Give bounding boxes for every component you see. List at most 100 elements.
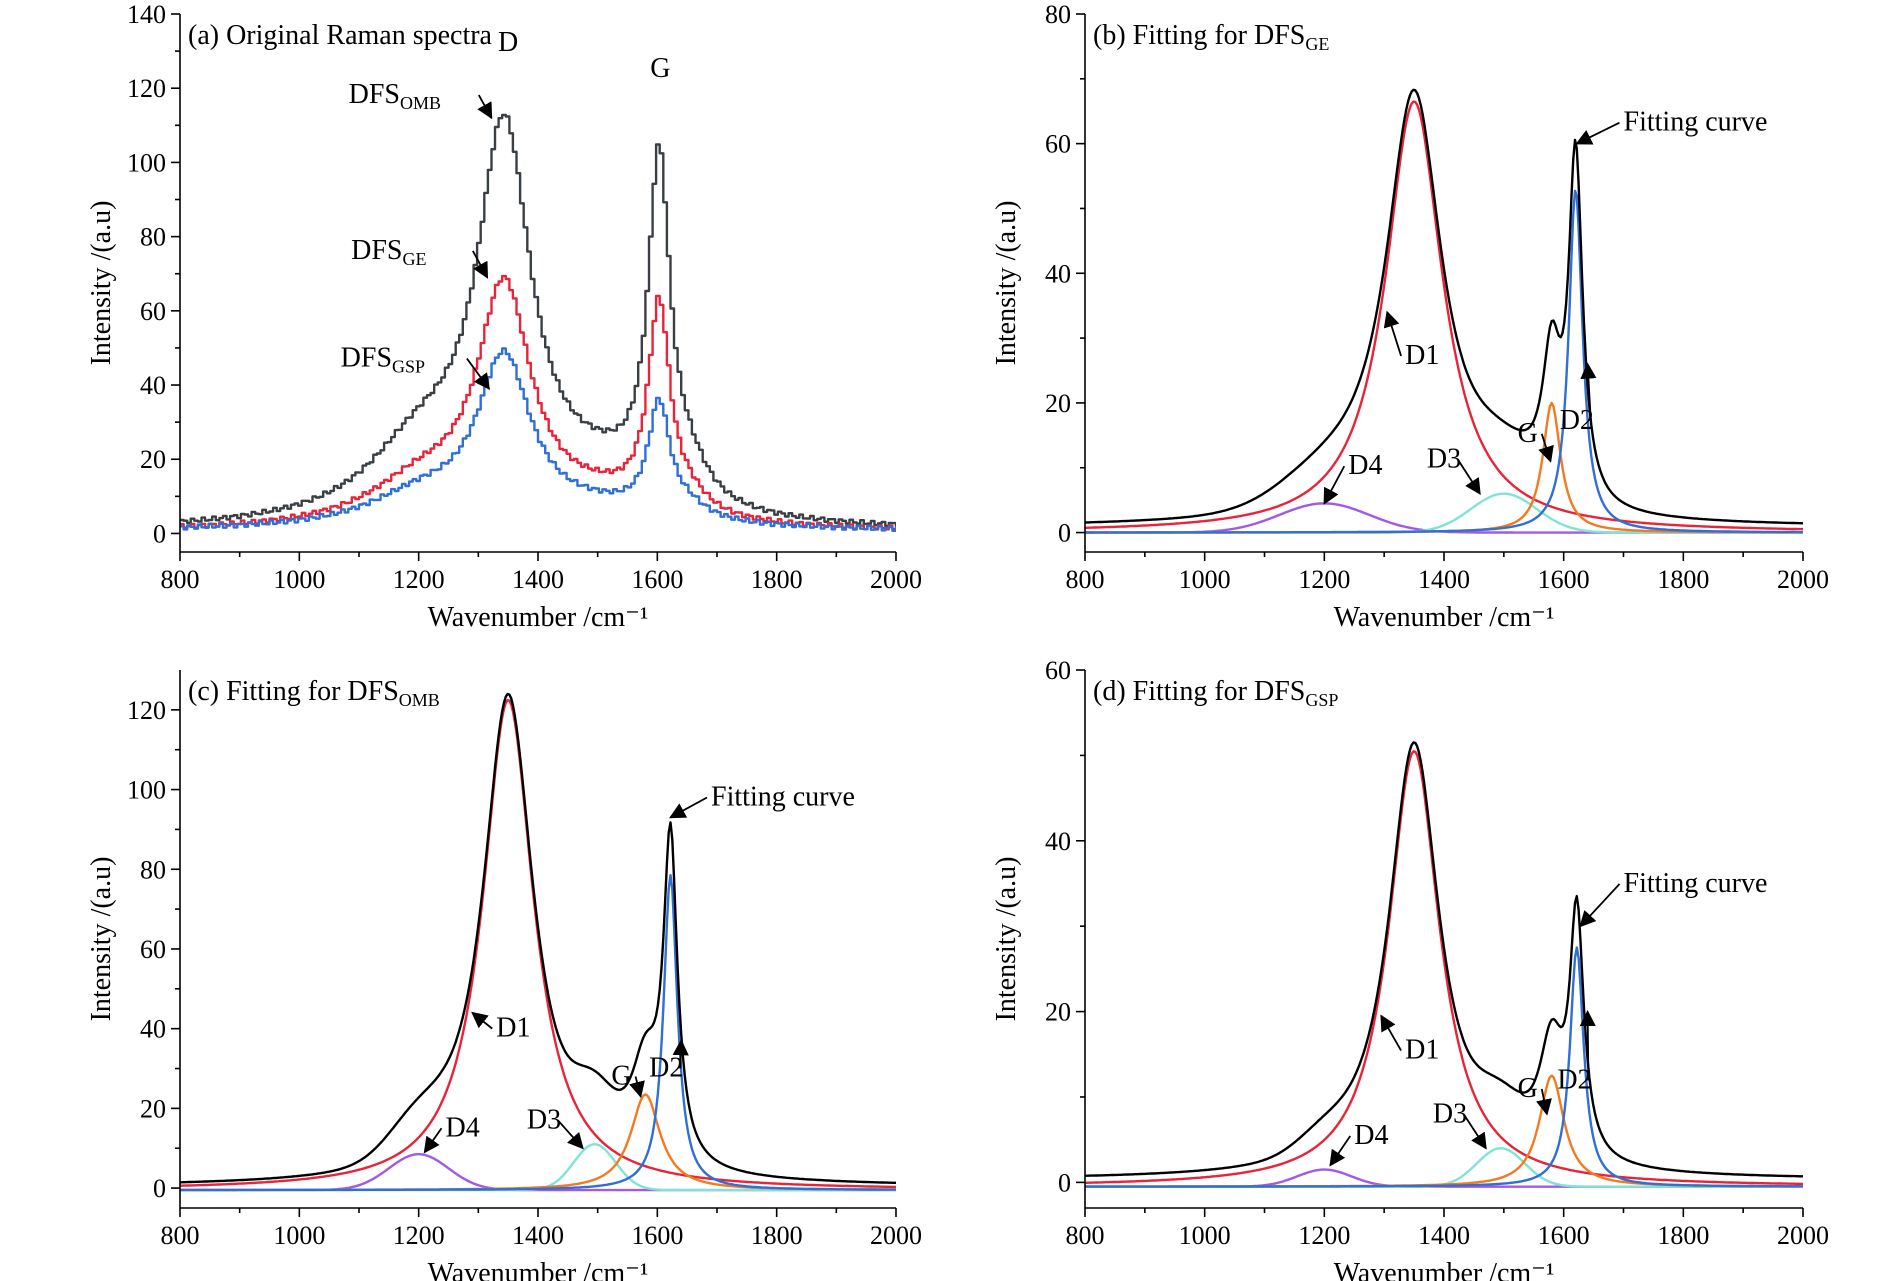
y-tick-label: 0 <box>153 519 166 548</box>
x-tick-label: 1800 <box>1657 565 1709 594</box>
annotation-arrow <box>1538 433 1554 463</box>
y-tick-label: 20 <box>140 1094 166 1123</box>
x-tick-label: 1000 <box>273 565 325 594</box>
panel-b: 800 1000 1200 1400 1600 1800 2000 0 20 40 60 80 Wave… <box>991 0 1829 633</box>
annotation-arrow <box>477 94 493 120</box>
y-axis-title: Intensity /(a.u) <box>991 201 1022 366</box>
annotation-label: D4 <box>446 1112 480 1143</box>
y-tick-label: 20 <box>140 445 166 474</box>
x-tick-label: 1400 <box>1418 1221 1470 1250</box>
component-d1 <box>1085 100 1803 531</box>
fitting-curve <box>180 692 896 1184</box>
y-axis-title: Intensity /(a.u) <box>86 857 117 1022</box>
x-tick-label: 1600 <box>1538 565 1590 594</box>
component-d2 <box>1085 946 1803 1188</box>
x-tick-label: 800 <box>1066 1221 1105 1250</box>
annotation-label: D4 <box>1348 450 1382 481</box>
y-tick-label: 60 <box>1045 656 1071 685</box>
annotation-arrow <box>1323 465 1346 505</box>
annotation-arrow <box>1380 1014 1402 1052</box>
annotation-label: D <box>498 27 518 58</box>
x-tick-label: 800 <box>1066 565 1105 594</box>
annotation-arrow <box>1536 1088 1552 1116</box>
y-tick-label: 60 <box>140 297 166 326</box>
annotation-label: Fitting curve <box>1624 868 1768 899</box>
x-tick-label: 1200 <box>1298 1221 1350 1250</box>
x-tick-label: 1800 <box>751 1221 803 1250</box>
x-axis-title: Wavenumber /cm⁻¹ <box>1334 602 1555 633</box>
y-tick-label: 80 <box>140 855 166 884</box>
y-tick-label: 20 <box>1045 389 1071 418</box>
annotation-label: G <box>1518 1073 1538 1104</box>
annotation-label: Fitting curve <box>711 781 855 812</box>
plot-area <box>180 113 896 532</box>
x-tick-label: 1400 <box>512 565 564 594</box>
x-tick-label: 2000 <box>870 565 922 594</box>
annotation-arrow <box>557 1119 584 1150</box>
x-tick-label: 1200 <box>393 565 445 594</box>
annotation-label: G <box>650 53 670 84</box>
x-tick-label: 800 <box>161 565 200 594</box>
x-axis-title: Wavenumber /cm⁻¹ <box>428 602 649 633</box>
y-tick-label: 80 <box>140 223 166 252</box>
fitting-curve <box>1085 88 1803 525</box>
annotation-label: D3 <box>1427 444 1461 475</box>
annotation-label: D4 <box>1354 1120 1388 1151</box>
panel-a: 800 1000 1200 1400 1600 1800 2000 0 20 40 60 80 100 1… <box>86 0 922 633</box>
annotation-label: D1 <box>1405 340 1439 371</box>
x-tick-label: 1400 <box>1418 565 1470 594</box>
panel-c: 800 1000 1200 1400 1600 1800 2000 0 20 40 60 80 100 1… <box>86 670 922 1281</box>
annotation-label: D2 <box>1560 405 1594 436</box>
x-tick-label: 1600 <box>631 1221 683 1250</box>
x-tick-label: 1400 <box>512 1221 564 1250</box>
y-tick-label: 100 <box>127 148 166 177</box>
x-tick-label: 1000 <box>273 1221 325 1250</box>
component-g <box>1085 1074 1803 1188</box>
annotation-arrow <box>471 1011 493 1030</box>
annotation-arrow <box>1579 883 1621 928</box>
annotation-label: D2 <box>649 1052 683 1083</box>
fitting-curve <box>1085 741 1803 1178</box>
annotation-arrow <box>472 250 489 279</box>
panel-title: (d) Fitting for DFSGSP <box>1093 676 1338 710</box>
x-tick-label: 1200 <box>393 1221 445 1250</box>
annotation-label: DFSGSP <box>341 342 425 376</box>
plot-area <box>1085 88 1803 534</box>
y-tick-label: 0 <box>153 1174 166 1203</box>
y-tick-label: 40 <box>140 1015 166 1044</box>
annotation-label: G <box>611 1060 631 1091</box>
annotation-label: D3 <box>527 1104 561 1135</box>
y-tick-label: 120 <box>127 74 166 103</box>
y-tick-label: 20 <box>1045 998 1071 1027</box>
x-tick-label: 1000 <box>1179 1221 1231 1250</box>
annotation-arrow <box>672 1039 689 1069</box>
annotation-arrow <box>1457 459 1481 496</box>
annotation-arrow <box>669 796 708 819</box>
x-axis-title: Wavenumber /cm⁻¹ <box>1334 1258 1555 1281</box>
x-tick-label: 1000 <box>1179 565 1231 594</box>
annotation-label: DFSGE <box>351 235 426 269</box>
y-tick-label: 60 <box>140 935 166 964</box>
component-d2 <box>1085 189 1803 534</box>
component-d2 <box>180 874 896 1192</box>
y-tick-label: 60 <box>1045 130 1071 159</box>
panel-d: 800 1000 1200 1400 1600 1800 2000 0 20 40 60 Wavenu… <box>991 656 1829 1281</box>
annotation-label: Fitting curve <box>1624 107 1768 138</box>
y-tick-label: 40 <box>1045 259 1071 288</box>
x-tick-label: 1800 <box>1657 1221 1709 1250</box>
x-tick-label: 2000 <box>1777 565 1829 594</box>
x-tick-label: 800 <box>161 1221 200 1250</box>
y-tick-label: 40 <box>140 371 166 400</box>
x-tick-label: 1600 <box>1538 1221 1590 1250</box>
y-tick-label: 80 <box>1045 0 1071 29</box>
annotation-arrow <box>466 357 491 391</box>
panel-title: (c) Fitting for DFSOMB <box>188 676 440 710</box>
y-tick-label: 0 <box>1058 1168 1071 1197</box>
x-tick-label: 1800 <box>751 565 803 594</box>
annotation-arrow <box>1580 362 1597 421</box>
annotation-label: DFSOMB <box>349 79 441 113</box>
panel-title: (b) Fitting for DFSGE <box>1093 20 1329 54</box>
y-tick-label: 40 <box>1045 827 1071 856</box>
annotation-label: D1 <box>496 1013 530 1044</box>
